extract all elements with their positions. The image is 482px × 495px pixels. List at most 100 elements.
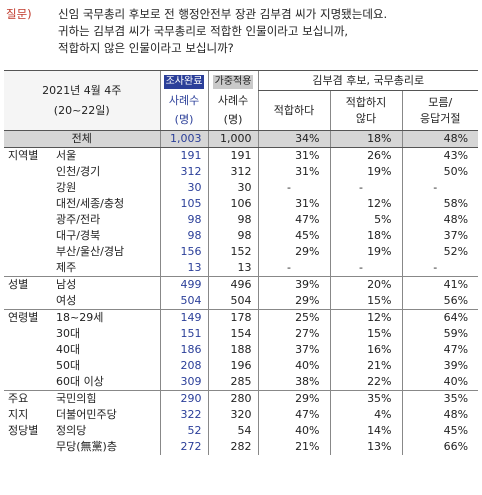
total-p1: 34% — [257, 130, 331, 148]
question-label: 질문) — [6, 7, 32, 21]
row-unsuitable: 19% — [329, 244, 403, 260]
row-label: 부산/울산/경남 — [56, 245, 125, 258]
row-sample-weighted: 504 — [207, 293, 259, 310]
row-unsuitable: 5% — [329, 212, 403, 228]
row-sample-complete: 156 — [159, 244, 209, 260]
row-unsuitable: 18% — [329, 228, 403, 244]
row-unknown: 37% — [401, 228, 479, 244]
table-row: 여성 504 504 29% 15% 56% — [4, 293, 479, 310]
row-unsuitable: 35% — [329, 390, 403, 407]
row-sample-complete: 149 — [159, 309, 209, 326]
weighted-header: 가중적용 — [207, 70, 259, 91]
option-suitable: 적합하다 — [257, 90, 331, 131]
row-sample-weighted: 196 — [207, 358, 259, 374]
row-sample-complete: 309 — [159, 374, 209, 391]
group-label: 주요 지지 정당별 — [8, 392, 39, 437]
row-suitable: 39% — [257, 276, 331, 293]
row-suitable: 47% — [257, 212, 331, 228]
row-unknown: 45% — [401, 423, 479, 439]
table-row: 성별 남성 499 496 39% 20% 41% — [4, 276, 479, 310]
row-unknown: 40% — [401, 374, 479, 391]
row-label: 여성 — [54, 293, 161, 310]
group-label: 지역별 — [4, 147, 54, 277]
row-label: 강원 — [56, 181, 77, 194]
sample-header-2: 사례수 — [207, 90, 259, 111]
row-unknown: 48% — [401, 407, 479, 423]
group-label: 성별 — [4, 276, 54, 310]
row-label: 대구/경북 — [56, 229, 101, 242]
row-sample-complete: 105 — [159, 196, 209, 212]
table-row: 더불어민주당 322 320 47% 4% 48% — [4, 407, 479, 423]
row-suitable: 31% — [257, 164, 331, 180]
total-label: 전체 — [4, 130, 161, 148]
table-row: 50대 208 196 40% 21% 39% — [4, 358, 479, 374]
survey-date: 2021년 4월 4주 — [42, 83, 122, 97]
row-sample-complete: 98 — [159, 212, 209, 228]
row-unsuitable: 13% — [329, 439, 403, 455]
row-sample-weighted: 280 — [207, 390, 259, 407]
row-sample-weighted: 98 — [207, 212, 259, 228]
row-label: 30대 — [56, 327, 81, 340]
row-suitable: 37% — [257, 342, 331, 358]
row-label: 인천/경기 — [56, 165, 101, 178]
row-label: 더불어민주당 — [56, 408, 117, 421]
row-unsuitable: 12% — [329, 309, 403, 326]
row-sample-weighted: 13 — [207, 260, 259, 277]
row-suitable: 25% — [257, 309, 331, 326]
row-suitable: 31% — [257, 196, 331, 212]
table-row: 무당(無黨)층 272 282 21% 13% 66% — [4, 439, 479, 455]
row-sample-weighted: 154 — [207, 326, 259, 342]
row-sample-weighted: 178 — [207, 309, 259, 326]
row-sample-weighted: 188 — [207, 342, 259, 358]
row-suitable: 38% — [257, 374, 331, 391]
row-sample-complete: 290 — [159, 390, 209, 407]
group-label: 연령별 — [4, 309, 54, 391]
row-unsuitable: - — [329, 260, 403, 277]
row-label: 광주/전라 — [56, 213, 101, 226]
row-unsuitable: 22% — [329, 374, 403, 391]
row-unsuitable: 16% — [329, 342, 403, 358]
row-suitable: 27% — [257, 326, 331, 342]
weighted-tag: 가중적용 — [212, 74, 254, 89]
row-sample-complete: 322 — [159, 407, 209, 423]
row-sample-weighted: 191 — [207, 147, 259, 164]
row-suitable: 21% — [257, 439, 331, 455]
row-sample-complete: 208 — [159, 358, 209, 374]
total-row: 전체 1,003 1,000 34% 18% 48% — [4, 130, 479, 148]
row-sample-complete: 499 — [159, 276, 209, 293]
row-label: 서울 — [56, 149, 77, 162]
kim-header: 김부겸 후보, 국무총리로 — [257, 70, 479, 91]
row-sample-complete: 191 — [159, 147, 209, 164]
row-sample-weighted: 282 — [207, 439, 259, 455]
row-unknown: 64% — [401, 309, 479, 326]
row-sample-complete: 98 — [159, 228, 209, 244]
row-unsuitable: 20% — [329, 276, 403, 293]
row-unsuitable: 14% — [329, 423, 403, 439]
row-suitable: - — [257, 180, 331, 196]
row-unknown: 56% — [401, 293, 479, 310]
question-line-3: 적합하지 않은 인물이라고 보십니까? — [58, 41, 234, 55]
total-n2: 1,000 — [207, 130, 259, 148]
row-suitable: 40% — [257, 358, 331, 374]
row-label: 18~29세 — [56, 311, 104, 324]
survey-period: 2021년 4월 4주 (20~22일) — [4, 70, 161, 131]
row-sample-complete: 504 — [159, 293, 209, 310]
row-sample-complete: 272 — [159, 439, 209, 455]
row-unknown: 52% — [401, 244, 479, 260]
row-unsuitable: 19% — [329, 164, 403, 180]
row-sample-complete: 186 — [159, 342, 209, 358]
row-sample-weighted: 106 — [207, 196, 259, 212]
row-sample-weighted: 98 — [207, 228, 259, 244]
total-p2: 18% — [329, 130, 403, 148]
row-suitable: 29% — [257, 390, 331, 407]
row-unknown: 39% — [401, 358, 479, 374]
table-row: 인천/경기 312 312 31% 19% 50% — [4, 164, 479, 180]
row-unknown: 66% — [401, 439, 479, 455]
row-sample-weighted: 312 — [207, 164, 259, 180]
row-suitable: 40% — [257, 423, 331, 439]
row-unsuitable: 26% — [329, 147, 403, 164]
row-unsuitable: 12% — [329, 196, 403, 212]
table-row: 60대 이상 309 285 38% 22% 40% — [4, 374, 479, 391]
row-unsuitable: - — [329, 180, 403, 196]
row-unknown: 58% — [401, 196, 479, 212]
